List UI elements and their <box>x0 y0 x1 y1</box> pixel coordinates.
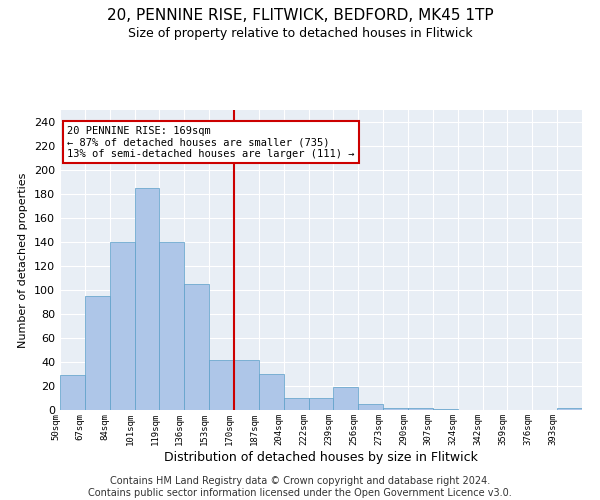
Bar <box>60 375 85 410</box>
X-axis label: Distribution of detached houses by size in Flitwick: Distribution of detached houses by size … <box>164 450 478 464</box>
Text: 20, PENNINE RISE, FLITWICK, BEDFORD, MK45 1TP: 20, PENNINE RISE, FLITWICK, BEDFORD, MK4… <box>107 8 493 22</box>
Bar <box>160 242 184 410</box>
Bar <box>284 398 308 410</box>
Bar <box>557 408 582 410</box>
Bar <box>383 408 408 410</box>
Bar <box>408 408 433 410</box>
Bar <box>184 284 209 410</box>
Y-axis label: Number of detached properties: Number of detached properties <box>19 172 28 348</box>
Bar <box>259 374 284 410</box>
Bar <box>234 360 259 410</box>
Bar <box>308 398 334 410</box>
Bar <box>85 296 110 410</box>
Bar <box>110 242 134 410</box>
Text: Size of property relative to detached houses in Flitwick: Size of property relative to detached ho… <box>128 28 472 40</box>
Text: Contains HM Land Registry data © Crown copyright and database right 2024.
Contai: Contains HM Land Registry data © Crown c… <box>88 476 512 498</box>
Bar <box>334 387 358 410</box>
Bar <box>433 409 458 410</box>
Bar <box>209 360 234 410</box>
Bar <box>358 404 383 410</box>
Text: 20 PENNINE RISE: 169sqm
← 87% of detached houses are smaller (735)
13% of semi-d: 20 PENNINE RISE: 169sqm ← 87% of detache… <box>67 126 355 159</box>
Bar <box>134 188 160 410</box>
